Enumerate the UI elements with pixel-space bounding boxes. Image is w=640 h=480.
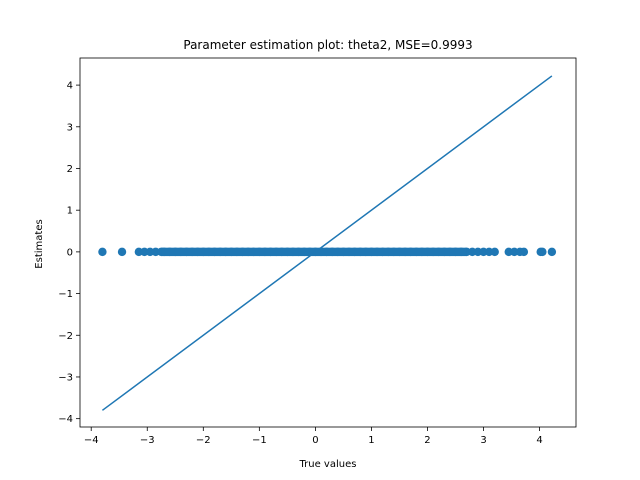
axes: −4 −3 −2 −1 0 1 2 3 4 −4 −3 −2 −1 0 1 2 3 4 <box>58 57 577 446</box>
scatter-point <box>490 247 499 257</box>
plot-area <box>98 75 557 411</box>
y-tick-label: −4 <box>58 414 73 425</box>
x-tick-label: −2 <box>196 435 211 446</box>
x-tick-label: 4 <box>536 435 542 446</box>
y-tick-label: 2 <box>67 164 73 175</box>
x-axis-label: True values <box>299 459 357 470</box>
x-tick-label: 2 <box>424 435 430 446</box>
x-tick-label: −3 <box>140 435 155 446</box>
x-tick-label: −4 <box>84 435 99 446</box>
y-axis-label: Estimates <box>34 219 45 268</box>
chart-title: Parameter estimation plot: theta2, MSE=0… <box>183 38 472 52</box>
scatter-point <box>538 247 547 257</box>
y-tick-label: 1 <box>67 206 73 217</box>
scatter-dense-band <box>161 247 467 257</box>
x-tick-label: 3 <box>480 435 486 446</box>
plot-frame <box>79 57 577 428</box>
x-tick-label: 0 <box>312 435 318 446</box>
y-tick-label: −2 <box>58 331 73 342</box>
x-tick-label: −1 <box>252 435 267 446</box>
y-tick-label: −3 <box>58 372 73 383</box>
scatter-point <box>117 247 127 257</box>
scatter-point <box>519 247 529 257</box>
y-tick-label: −1 <box>58 289 73 300</box>
scatter-point <box>547 247 557 257</box>
y-tick-label: 4 <box>67 81 73 92</box>
x-tick-label: 1 <box>368 435 374 446</box>
identity-line <box>101 75 553 411</box>
scatter-point <box>98 247 107 257</box>
y-tick-label: 3 <box>67 122 73 133</box>
y-tick-label: 0 <box>67 247 73 258</box>
